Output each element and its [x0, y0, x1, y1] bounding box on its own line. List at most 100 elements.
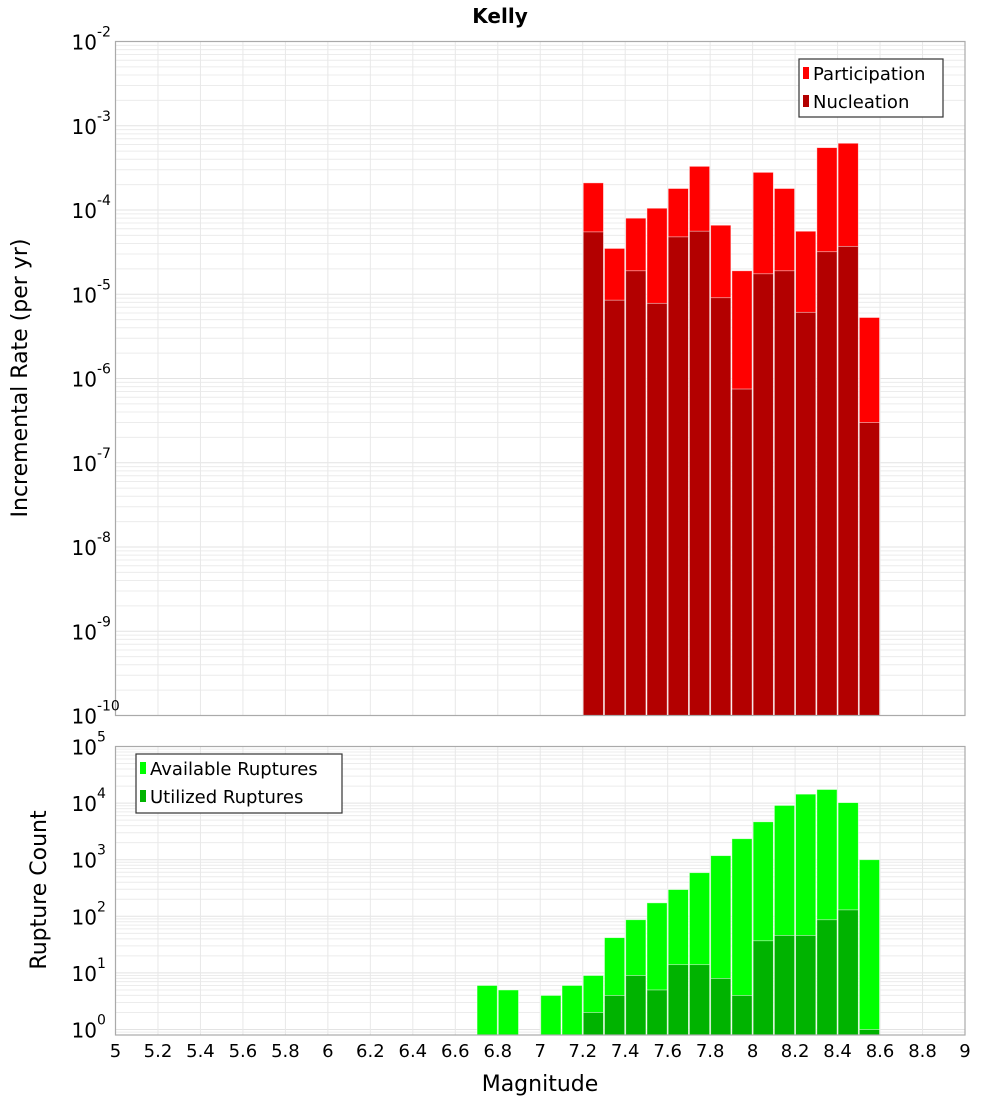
bar — [646, 302, 668, 716]
top-y-axis-label: Incremental Rate (per yr) — [8, 239, 33, 518]
x-tick-label: 8.8 — [908, 1041, 937, 1062]
bar — [795, 934, 817, 1036]
bar — [497, 989, 519, 1036]
y-tick-exponent: 4 — [97, 786, 106, 802]
x-tick-label: 8.4 — [823, 1041, 852, 1062]
y-tick-base: 10 — [72, 199, 97, 223]
y-tick-label: 105 — [72, 730, 106, 760]
x-tick-label: 5 — [110, 1041, 121, 1062]
bar — [752, 273, 774, 716]
bar — [625, 270, 647, 716]
legend-box — [135, 753, 343, 814]
y-tick-exponent: -7 — [97, 446, 111, 462]
legend-label: Nucleation — [813, 92, 909, 113]
bar — [646, 989, 668, 1036]
bar — [837, 245, 859, 716]
y-tick-label: 10-6 — [72, 362, 112, 392]
x-tick-label: 7.6 — [653, 1041, 682, 1062]
bar — [710, 977, 732, 1036]
x-tick-label: 6.4 — [399, 1041, 428, 1062]
y-tick-label: 10-9 — [72, 614, 111, 644]
y-tick-exponent: 1 — [97, 956, 106, 972]
grid — [115, 41, 966, 716]
y-tick-label: 104 — [72, 786, 106, 816]
y-tick-base: 10 — [72, 620, 97, 644]
series-nucleation — [582, 230, 880, 716]
y-tick-base: 10 — [72, 792, 97, 816]
y-tick-label: 10-7 — [72, 446, 111, 476]
legend-label: Utilized Ruptures — [150, 787, 303, 808]
y-tick-label: 101 — [72, 956, 106, 986]
plot-frame — [114, 745, 966, 1036]
bar — [476, 985, 498, 1036]
bar — [731, 995, 753, 1036]
y-tick-exponent: -3 — [97, 109, 111, 125]
y-tick-base: 10 — [72, 536, 97, 560]
x-tick-label: 5.2 — [144, 1041, 173, 1062]
y-tick-exponent: 5 — [97, 730, 106, 746]
x-tick-label: 5.4 — [186, 1041, 215, 1062]
y-tick-exponent: -9 — [97, 614, 111, 630]
y-tick-base: 10 — [72, 283, 97, 307]
y-tick-base: 10 — [72, 962, 97, 986]
bar — [582, 231, 604, 716]
y-tick-exponent: 3 — [97, 843, 106, 859]
y-tick-exponent: -8 — [97, 530, 111, 546]
y-tick-label: 102 — [72, 899, 106, 929]
x-tick-label: 7.4 — [611, 1041, 640, 1062]
bar — [667, 964, 689, 1036]
legend-swatch — [803, 67, 809, 79]
legend: Participation Nucleation — [798, 58, 944, 118]
y-tick-exponent: 2 — [97, 899, 106, 915]
bar — [773, 934, 795, 1036]
x-tick-label: 9 — [959, 1041, 970, 1062]
y-tick-base: 10 — [72, 905, 97, 929]
bar — [816, 919, 838, 1036]
y-tick-exponent: -5 — [97, 277, 111, 293]
bar — [858, 1029, 880, 1036]
legend-label: Available Ruptures — [150, 759, 318, 780]
x-axis-label: Magnitude — [482, 1072, 599, 1097]
x-tick-label: 6.2 — [356, 1041, 385, 1062]
y-tick-label: 103 — [72, 843, 106, 873]
x-tick-label: 5.6 — [229, 1041, 258, 1062]
x-tick-label: 8 — [747, 1041, 758, 1062]
x-tick-label: 8.2 — [781, 1041, 810, 1062]
x-tick-label: 7.8 — [696, 1041, 725, 1062]
y-tick-label: 10-3 — [72, 109, 111, 139]
y-tick-label: 100 — [72, 1013, 106, 1043]
legend-swatch — [803, 95, 809, 107]
legend-label: Participation — [813, 64, 925, 85]
y-tick-label: 10-2 — [72, 25, 111, 55]
y-tick-base: 10 — [72, 736, 97, 760]
x-tick-label: 6 — [322, 1041, 333, 1062]
bar — [773, 270, 795, 716]
y-tick-exponent: -4 — [97, 193, 111, 209]
bottom-y-axis-label: Rupture Count — [27, 810, 52, 970]
x-tick-label: 6.8 — [483, 1041, 512, 1062]
x-tick-label: 5.8 — [271, 1041, 300, 1062]
plot-frame — [114, 40, 966, 717]
bar — [710, 297, 732, 716]
bar — [731, 388, 753, 716]
y-tick-base: 10 — [72, 705, 97, 729]
y-tick-label: 10-5 — [72, 277, 111, 307]
y-tick-base: 10 — [72, 1019, 97, 1043]
y-tick-exponent: 0 — [97, 1013, 106, 1029]
legend: Available Ruptures Utilized Ruptures — [135, 753, 343, 814]
y-tick-base: 10 — [72, 31, 97, 55]
x-tick-label: 6.6 — [441, 1041, 470, 1062]
bar — [858, 859, 880, 1036]
y-tick-exponent: -6 — [97, 362, 111, 378]
y-tick-exponent: -10 — [97, 699, 120, 715]
bar — [540, 995, 562, 1036]
bar — [858, 422, 880, 716]
legend-swatch — [140, 762, 146, 774]
y-tick-label: 10-10 — [72, 699, 120, 729]
bar — [604, 995, 626, 1036]
y-tick-label: 10-8 — [72, 530, 111, 560]
legend-swatch — [140, 790, 146, 802]
series-utilized-ruptures — [582, 909, 880, 1036]
y-tick-label: 10-4 — [72, 193, 112, 223]
